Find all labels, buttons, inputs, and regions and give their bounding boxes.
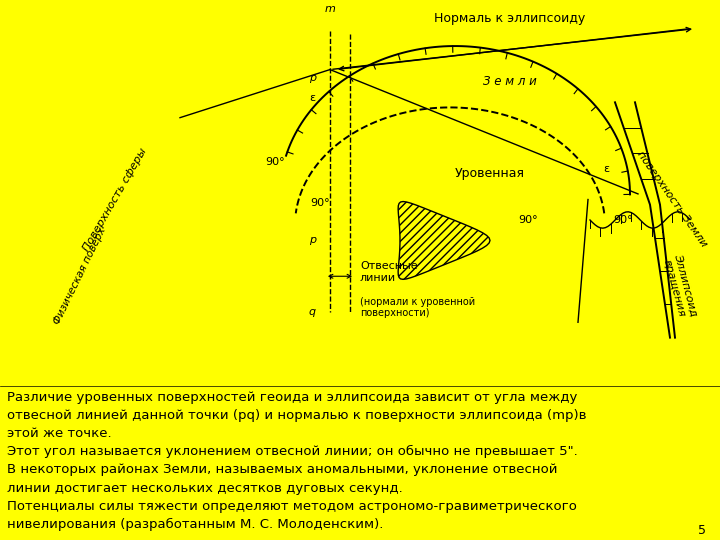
Text: нивелирования (разработанным М. С. Молоденским).: нивелирования (разработанным М. С. Молод…: [7, 518, 384, 531]
Text: Этот угол называется уклонением отвесной линии; он обычно не превышает 5".: Этот угол называется уклонением отвесной…: [7, 445, 578, 458]
Text: Нормаль к эллипсоиду: Нормаль к эллипсоиду: [434, 12, 585, 25]
Text: p: p: [309, 73, 316, 83]
Text: Эллипсоид
вращения: Эллипсоид вращения: [661, 253, 699, 320]
Text: 5: 5: [698, 524, 706, 537]
Text: ε: ε: [309, 93, 315, 103]
Text: Отвесные
линии: Отвесные линии: [360, 261, 418, 282]
Text: Различие уровенных поверхностей геоида и эллипсоида зависит от угла между: Различие уровенных поверхностей геоида и…: [7, 391, 577, 404]
Text: линии достигает нескольких десятков дуговых секунд.: линии достигает нескольких десятков дуго…: [7, 482, 403, 495]
Text: В некоторых районах Земли, называемых аномальными, уклонение отвесной: В некоторых районах Земли, называемых ан…: [7, 463, 558, 476]
Text: q: q: [309, 307, 316, 317]
Text: 90°: 90°: [613, 215, 633, 225]
Text: ε: ε: [603, 164, 609, 174]
Text: поверхность Земли: поверхность Земли: [635, 150, 709, 249]
Text: З е м л и: З е м л и: [483, 76, 537, 89]
Text: 90°: 90°: [265, 157, 285, 167]
Text: m: m: [325, 4, 336, 15]
Text: Поверхность сферы: Поверхность сферы: [81, 146, 148, 253]
Text: p: p: [309, 235, 316, 246]
Text: Потенциалы силы тяжести определяют методом астрономо-гравиметрического: Потенциалы силы тяжести определяют метод…: [7, 500, 577, 512]
Text: 90°: 90°: [518, 215, 538, 225]
Text: Уровенная: Уровенная: [455, 167, 525, 180]
Text: 90°: 90°: [310, 198, 330, 207]
Text: этой же точке.: этой же точке.: [7, 427, 112, 440]
Text: отвесной линией данной точки (pq) и нормалью к поверхности эллипсоида (mp)в: отвесной линией данной точки (pq) и норм…: [7, 409, 587, 422]
Text: (нормали к уровенной
поверхности): (нормали к уровенной поверхности): [360, 296, 475, 318]
Text: Физическая поверх: Физическая поверх: [52, 226, 108, 326]
